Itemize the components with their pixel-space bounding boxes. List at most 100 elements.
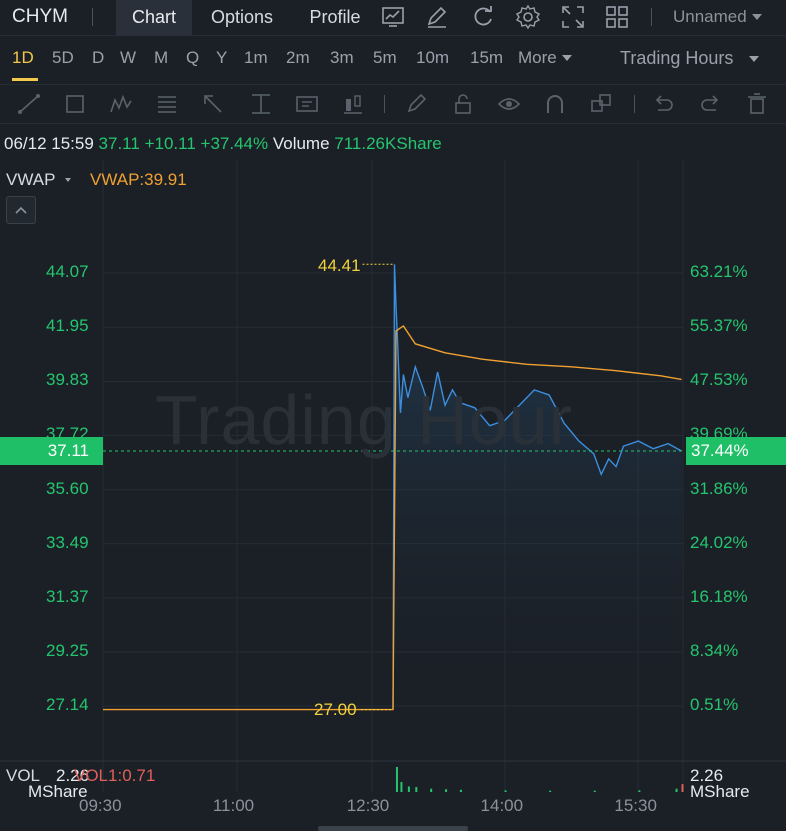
undo-icon[interactable] [650,91,676,117]
session-dropdown[interactable]: Trading Hours [620,48,760,69]
active-period-indicator [12,78,38,81]
indicator-value: VWAP:39.91 [90,170,187,189]
divider [651,8,652,26]
tab-profile[interactable]: Profile [309,7,361,27]
quote-change: +10.11 [144,134,196,153]
indicator-selector[interactable]: VWAP [6,170,74,190]
text-icon[interactable] [294,91,320,117]
y-tick-label-right: 31.86% [690,478,748,498]
x-tick-label: 09:30 [79,796,122,815]
period-5m[interactable]: 5m [373,48,397,67]
y-tick-label-right: 24.02% [690,532,748,552]
volume-bar [675,788,678,792]
y-tick-label-left: 29.25 [46,641,89,661]
pattern-icon[interactable] [108,91,134,117]
caret-down-icon [562,55,573,61]
period-2m[interactable]: 2m [286,48,310,67]
current-price-marker: 37.11 [0,437,103,465]
period-more-label: More [518,48,557,67]
y-tick-label-left: 44.07 [46,262,89,281]
lock-icon[interactable] [450,91,476,117]
volume-bar [415,787,418,792]
rectangle-icon[interactable] [62,91,88,117]
period-bar: 1D 5D D W M Q Y 1m 2m 3m 5m 10m 15m More [0,36,786,82]
y-tick-label-right: 63.21% [690,262,748,281]
period-w[interactable]: W [120,48,137,67]
period-1d[interactable]: 1D [12,48,34,67]
volume-left-unit: MShare [28,782,88,801]
y-tick-label-left: 39.83 [46,370,89,390]
volume-label: Volume [272,134,330,153]
y-tick-label-right: 47.53% [690,370,748,390]
watermark: Trading Hour [155,381,573,459]
caret-down-icon [749,56,760,62]
refresh-icon[interactable] [470,4,496,30]
indicator-name: VWAP [6,170,56,189]
y-tick-label-left: 35.60 [46,478,89,498]
draw-icon[interactable] [424,4,450,30]
period-15m[interactable]: 15m [470,48,504,67]
volume-bar [681,784,684,792]
period-10m[interactable]: 10m [416,48,450,67]
quote-volume: 711.26KShare [334,134,442,153]
divider [92,8,93,26]
x-tick-label: 11:00 [212,796,255,815]
settings-icon[interactable] [515,4,541,30]
volume-bar [430,788,433,792]
volume-bar [504,790,507,792]
volume-bar [395,767,398,792]
quote-change-pct: +37.44% [200,134,269,153]
period-5d[interactable]: 5D [52,48,74,67]
high-annotation: 44.41 [318,256,361,275]
measure-icon[interactable] [248,91,274,117]
eye-icon[interactable] [496,91,522,117]
magnet-icon[interactable] [542,91,568,117]
volume-bar [593,790,596,792]
period-m[interactable]: M [154,48,169,67]
trendline-icon[interactable] [16,91,42,117]
candle-icon[interactable] [340,91,366,117]
volume-pane-label: VOL [6,766,41,785]
volume-right-unit: MShare [690,782,750,801]
period-more[interactable]: More [518,48,573,68]
period-1m[interactable]: 1m [244,48,268,67]
caret-down-icon [752,14,763,20]
tab-options[interactable]: Options [210,7,274,27]
pencil-icon[interactable] [404,91,430,117]
chevron-up-icon [15,206,27,214]
volume-bar [459,789,462,792]
tab-chart[interactable]: Chart [116,0,192,36]
period-3m[interactable]: 3m [330,48,354,67]
volume-right-value: 2.26 [690,766,724,785]
low-annotation: 27.00 [314,700,357,719]
y-tick-label-right: 0.51% [690,695,739,714]
chart-indicator-icon[interactable] [380,4,406,30]
current-pct-marker: 37.44% [686,437,786,465]
period-y[interactable]: Y [216,48,228,67]
drawing-toolbar [0,84,786,124]
divider [634,95,635,113]
x-tick-label: 14:00 [480,796,524,815]
chart-scrollbar[interactable] [318,826,468,831]
trash-icon[interactable] [744,91,770,117]
period-q[interactable]: Q [186,48,200,67]
top-bar: CHYM Chart Options Profile [0,0,786,36]
redo-icon[interactable] [698,91,724,117]
ticker-symbol[interactable]: CHYM [12,6,68,27]
y-tick-label-left: 31.37 [46,586,89,606]
period-d[interactable]: D [92,48,105,67]
y-tick-label-right: 8.34% [690,641,739,661]
fib-icon[interactable] [154,91,180,117]
fullscreen-icon[interactable] [560,4,586,30]
y-tick-label-left: 27.14 [46,695,89,714]
collapse-indicator-button[interactable] [6,196,36,224]
layout-icon[interactable] [604,4,630,30]
arrow-icon[interactable] [200,91,226,117]
quote-datetime: 06/12 15:59 [4,134,94,153]
layout-name-dropdown[interactable]: Unnamed [673,7,763,27]
quote-price: 37.11 [98,134,140,153]
y-tick-label-left: 33.49 [46,532,89,552]
shapes-icon[interactable] [588,91,614,117]
